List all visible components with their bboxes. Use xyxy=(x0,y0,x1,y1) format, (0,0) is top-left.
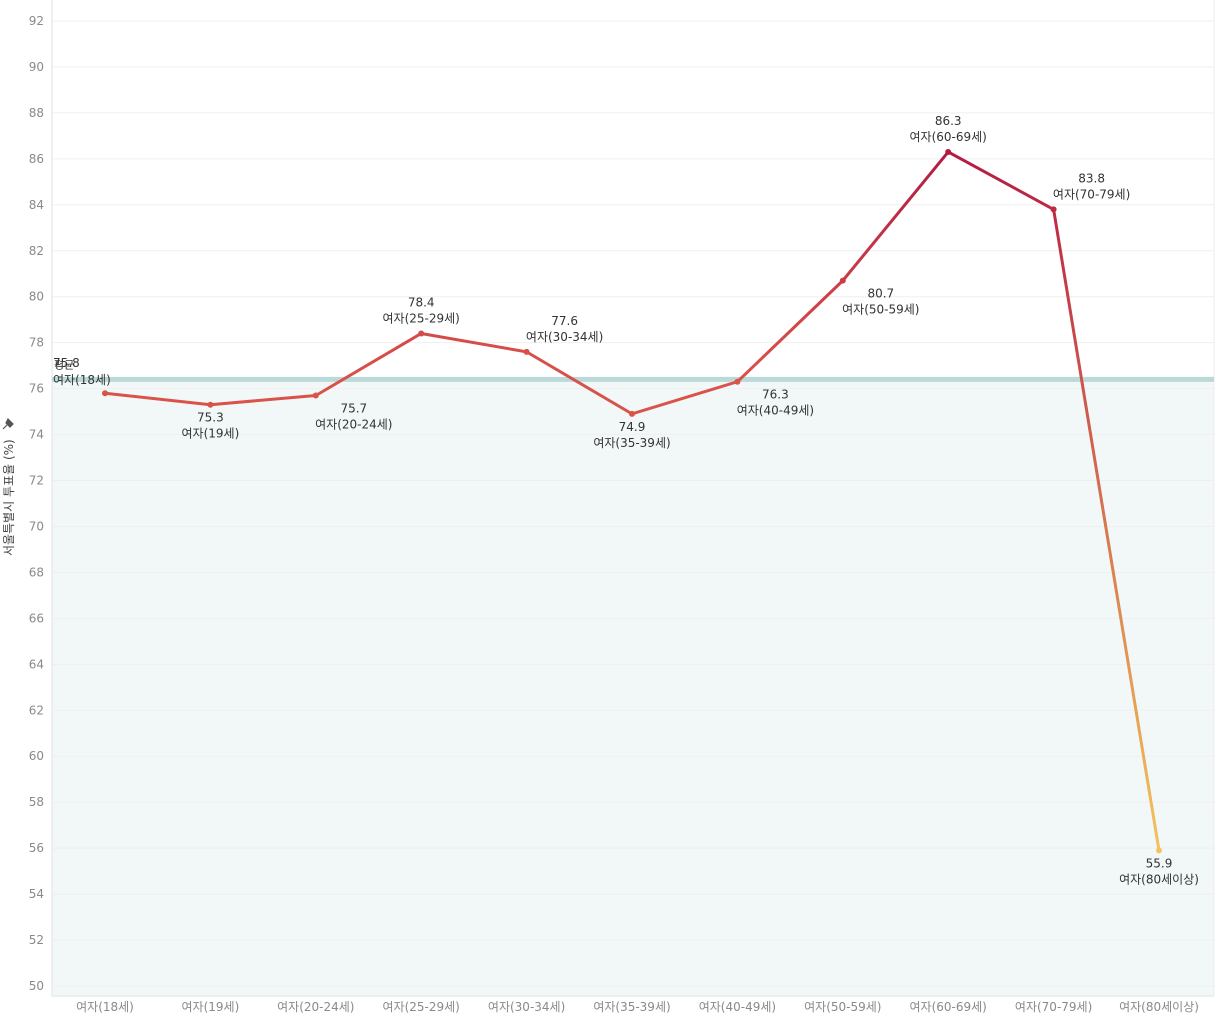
data-label-category: 여자(50-59세) xyxy=(842,303,919,317)
data-label-category: 여자(19세) xyxy=(182,427,240,441)
y-tick-label: 70 xyxy=(29,519,44,533)
data-label-category: 여자(70-79세) xyxy=(1053,187,1130,201)
y-tick-label: 58 xyxy=(29,795,44,809)
data-label-value: 77.6 xyxy=(551,314,578,328)
y-tick-label: 76 xyxy=(29,382,44,396)
data-label-category: 여자(80세이상) xyxy=(1119,872,1199,886)
data-label-category: 여자(25-29세) xyxy=(383,311,460,325)
data-label-value: 75.7 xyxy=(340,402,367,416)
below-average-band xyxy=(52,379,1214,996)
x-tick-label: 여자(35-39세) xyxy=(593,1000,670,1014)
x-tick-label: 여자(30-34세) xyxy=(488,1000,565,1014)
average-reference-line: 평균 xyxy=(52,358,1214,382)
y-tick-label: 64 xyxy=(29,657,44,671)
data-point[interactable] xyxy=(839,277,846,284)
x-tick-label: 여자(70-79세) xyxy=(1015,1000,1092,1014)
data-point[interactable] xyxy=(312,392,319,399)
data-point[interactable] xyxy=(1156,847,1162,854)
y-tick-label: 86 xyxy=(29,152,44,166)
data-point[interactable] xyxy=(1050,206,1057,213)
gridlines xyxy=(52,20,1214,987)
data-point[interactable] xyxy=(207,401,214,408)
y-tick-label: 66 xyxy=(29,611,44,625)
data-label-category: 여자(18세) xyxy=(53,373,111,387)
line-segment xyxy=(419,331,529,354)
data-point[interactable] xyxy=(629,410,635,417)
line-segment xyxy=(630,380,739,416)
y-tick-label: 72 xyxy=(29,474,44,488)
x-tick-label: 여자(18세) xyxy=(76,1000,134,1014)
y-tick-label: 82 xyxy=(29,244,44,258)
x-tick-label: 여자(25-29세) xyxy=(383,1000,460,1014)
x-tick-label: 여자(80세이상) xyxy=(1119,1000,1199,1014)
y-tick-label: 56 xyxy=(29,841,44,855)
line-segment xyxy=(314,331,423,398)
y-tick-label: 62 xyxy=(29,703,44,717)
data-label-category: 여자(20-24세) xyxy=(315,418,392,432)
data-label-value: 75.8 xyxy=(53,356,80,370)
y-tick-label: 50 xyxy=(29,979,44,993)
line-segment xyxy=(208,394,318,407)
pin-icon[interactable] xyxy=(2,417,14,430)
data-point[interactable] xyxy=(734,378,741,385)
y-tick-label: 88 xyxy=(29,106,44,120)
y-tick-label: 68 xyxy=(29,565,44,579)
line-segment xyxy=(946,150,1056,211)
line-segment xyxy=(525,350,634,416)
y-tick-label: 92 xyxy=(29,14,44,28)
y-axis-label: 서울특별시 투표율 (%) xyxy=(2,439,16,556)
data-label-value: 76.3 xyxy=(762,388,789,402)
x-tick-label: 여자(40-49세) xyxy=(699,1000,776,1014)
data-point[interactable] xyxy=(102,390,108,397)
data-label-value: 74.9 xyxy=(619,420,646,434)
line-segment xyxy=(735,279,845,384)
data-label-category: 여자(60-69세) xyxy=(910,130,987,144)
x-tick-label: 여자(19세) xyxy=(182,1000,240,1014)
y-tick-label: 80 xyxy=(29,290,44,304)
series-line xyxy=(103,150,1161,852)
data-points[interactable] xyxy=(102,148,1162,854)
y-tick-label: 74 xyxy=(29,428,44,442)
data-label-category: 여자(30-34세) xyxy=(526,330,603,344)
data-label-value: 78.4 xyxy=(408,295,435,309)
axes: 50 52 54 56 58 60 62 64 66 68 70 72 74 76 78 80 82 84 86 88… xyxy=(29,0,1215,1014)
y-tick-label: 60 xyxy=(29,749,44,763)
x-tick-label: 여자(60-69세) xyxy=(910,1000,987,1014)
x-tick-label: 여자(20-24세) xyxy=(277,1000,354,1014)
data-label-value: 80.7 xyxy=(867,287,894,301)
y-tick-label: 54 xyxy=(29,887,44,901)
y-tick-label: 78 xyxy=(29,336,44,350)
line-segment xyxy=(1052,207,1161,852)
line-segment xyxy=(103,391,212,407)
line-segment xyxy=(841,150,950,283)
data-label-value: 86.3 xyxy=(935,114,962,128)
y-tick-label: 90 xyxy=(29,60,44,74)
data-labels: 75.8 여자(18세) 75.3 여자(19세) 75.7 여자(20-24세) 78.4… xyxy=(53,114,1199,886)
y-tick-label: 52 xyxy=(29,933,44,947)
below-average-shading xyxy=(52,379,1214,996)
data-label-category: 여자(35-39세) xyxy=(593,436,670,450)
y-axis-title: 서울특별시 투표율 (%) xyxy=(2,417,16,556)
data-label-category: 여자(40-49세) xyxy=(737,404,814,418)
y-tick-label: 84 xyxy=(29,198,44,212)
data-point[interactable] xyxy=(945,148,952,155)
data-label-value: 55.9 xyxy=(1146,856,1173,870)
average-label: 평균 xyxy=(54,358,74,371)
data-label-value: 75.3 xyxy=(197,411,224,425)
data-point[interactable] xyxy=(418,330,425,337)
data-point[interactable] xyxy=(523,348,530,355)
x-tick-label: 여자(50-59세) xyxy=(804,1000,881,1014)
data-label-value: 83.8 xyxy=(1078,171,1105,185)
